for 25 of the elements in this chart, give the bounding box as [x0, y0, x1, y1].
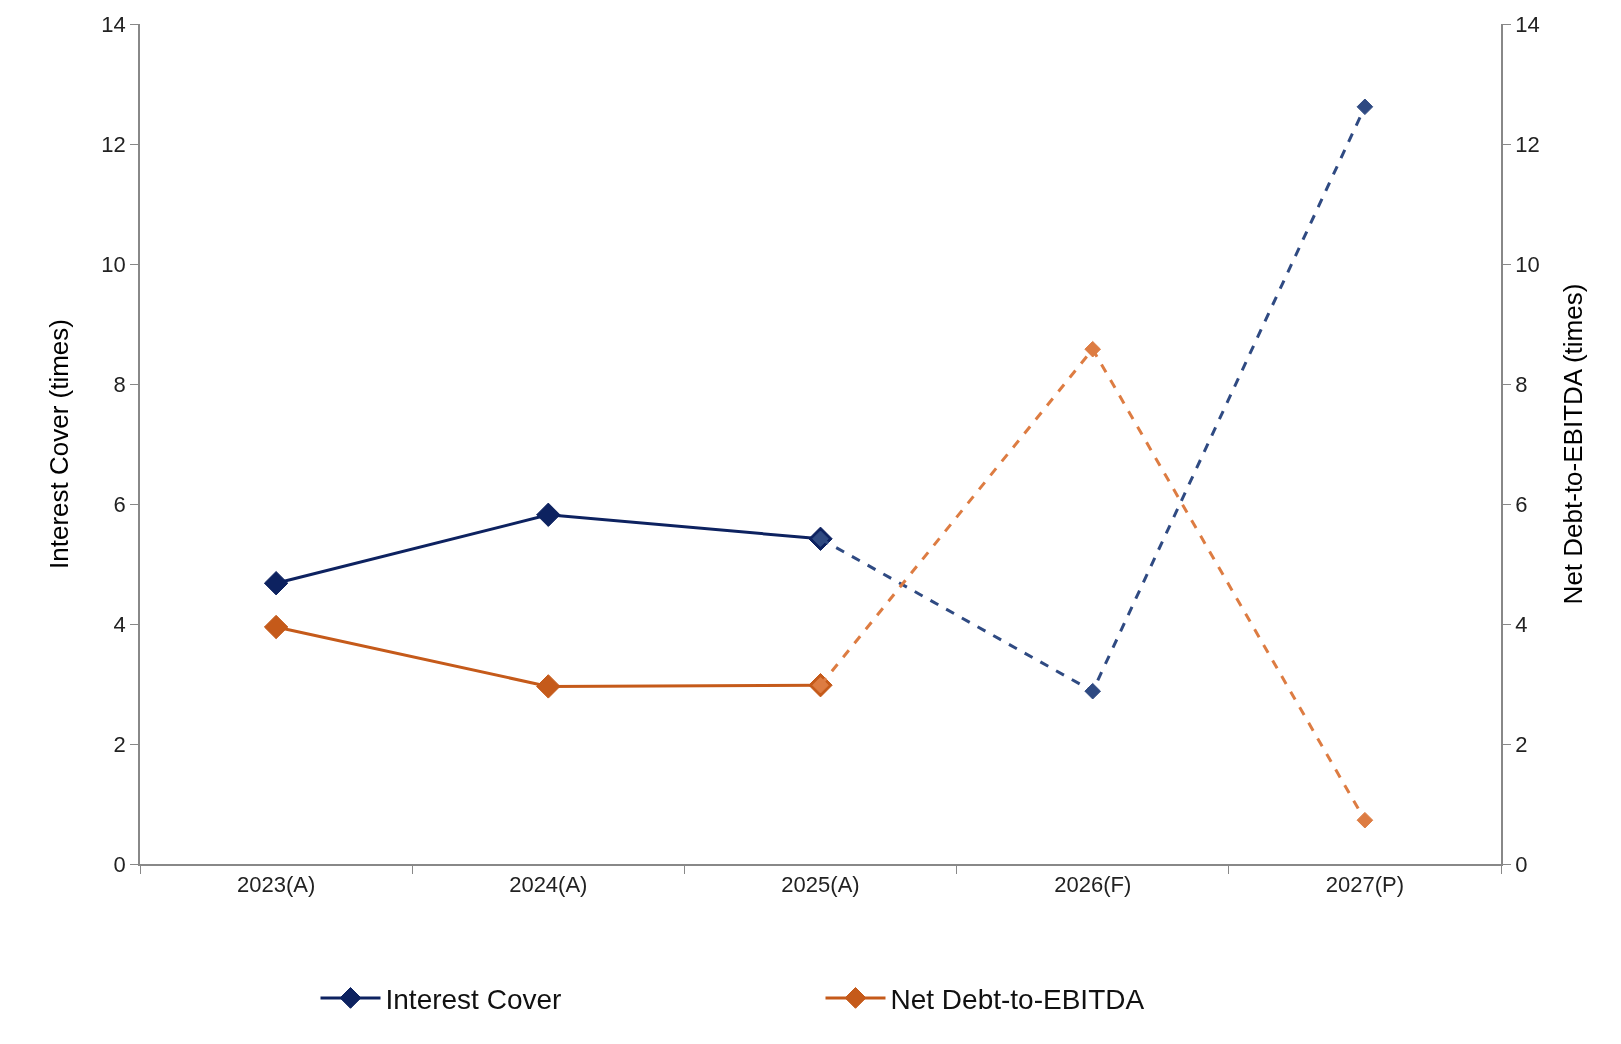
y2-tick-label: 4 — [1515, 611, 1528, 637]
y-tick-label: 10 — [101, 251, 126, 277]
y2-tick-label: 12 — [1515, 131, 1540, 157]
x-tick-label: 2024(A) — [509, 872, 588, 898]
legend-label: Net Debt-to-EBITDA — [890, 983, 1145, 1015]
y-tick-label: 6 — [113, 491, 126, 517]
y2-tick-label: 6 — [1515, 491, 1528, 517]
y2-tick-label: 10 — [1515, 251, 1540, 277]
y-tick-label: 14 — [101, 11, 126, 37]
y2-tick-label: 14 — [1515, 11, 1540, 37]
y-tick-label: 2 — [113, 731, 126, 757]
y-axis-title: Interest Cover (times) — [44, 319, 75, 569]
y-tick-label: 8 — [113, 371, 126, 397]
x-tick-label: 2027(P) — [1325, 872, 1405, 898]
y2-axis-title: Net Debt-to-EBITDA (times) — [1557, 283, 1588, 605]
legend-label: Interest Cover — [385, 983, 562, 1015]
x-tick-label: 2025(A) — [781, 872, 860, 898]
x-tick-label: 2026(F) — [1054, 872, 1132, 898]
y2-tick-label: 2 — [1515, 731, 1528, 757]
y-tick-label: 12 — [101, 131, 126, 157]
y2-tick-label: 0 — [1515, 851, 1528, 877]
x-tick-label: 2023(A) — [236, 872, 316, 898]
y2-tick-label: 8 — [1515, 371, 1528, 397]
y-tick-label: 4 — [113, 611, 126, 637]
y-tick-label: 0 — [113, 851, 126, 877]
